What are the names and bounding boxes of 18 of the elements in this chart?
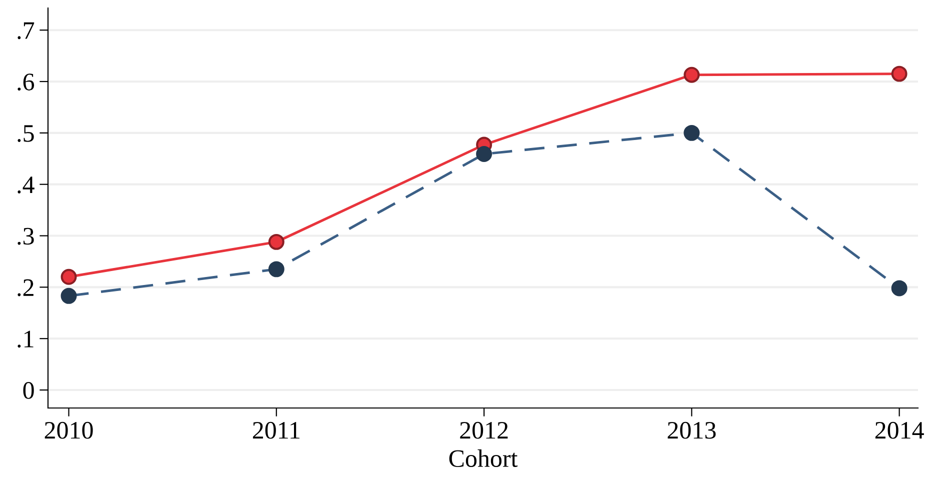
point <box>684 66 700 83</box>
x-axis-title: Cohort <box>449 449 518 468</box>
point <box>891 66 908 82</box>
point <box>60 268 77 285</box>
x-tick-label: 2010 <box>44 422 93 439</box>
y-tick-label: .3 <box>18 228 34 245</box>
y-tick-label: 0 <box>23 382 34 399</box>
y-tick-label: .2 <box>18 279 34 296</box>
y-tick-label: .6 <box>18 74 34 91</box>
x-tick-label: 2012 <box>460 422 508 439</box>
x-tick-label: 2011 <box>252 422 300 439</box>
y-tick-label: .5 <box>18 125 34 142</box>
point <box>268 234 284 250</box>
x-tick-label: 2013 <box>668 422 716 439</box>
y-tick-label: .7 <box>18 22 34 40</box>
y-tick-label: .1 <box>18 330 34 348</box>
y-tick-label: .4 <box>18 176 34 194</box>
x-tick-label: 2014 <box>875 422 924 439</box>
